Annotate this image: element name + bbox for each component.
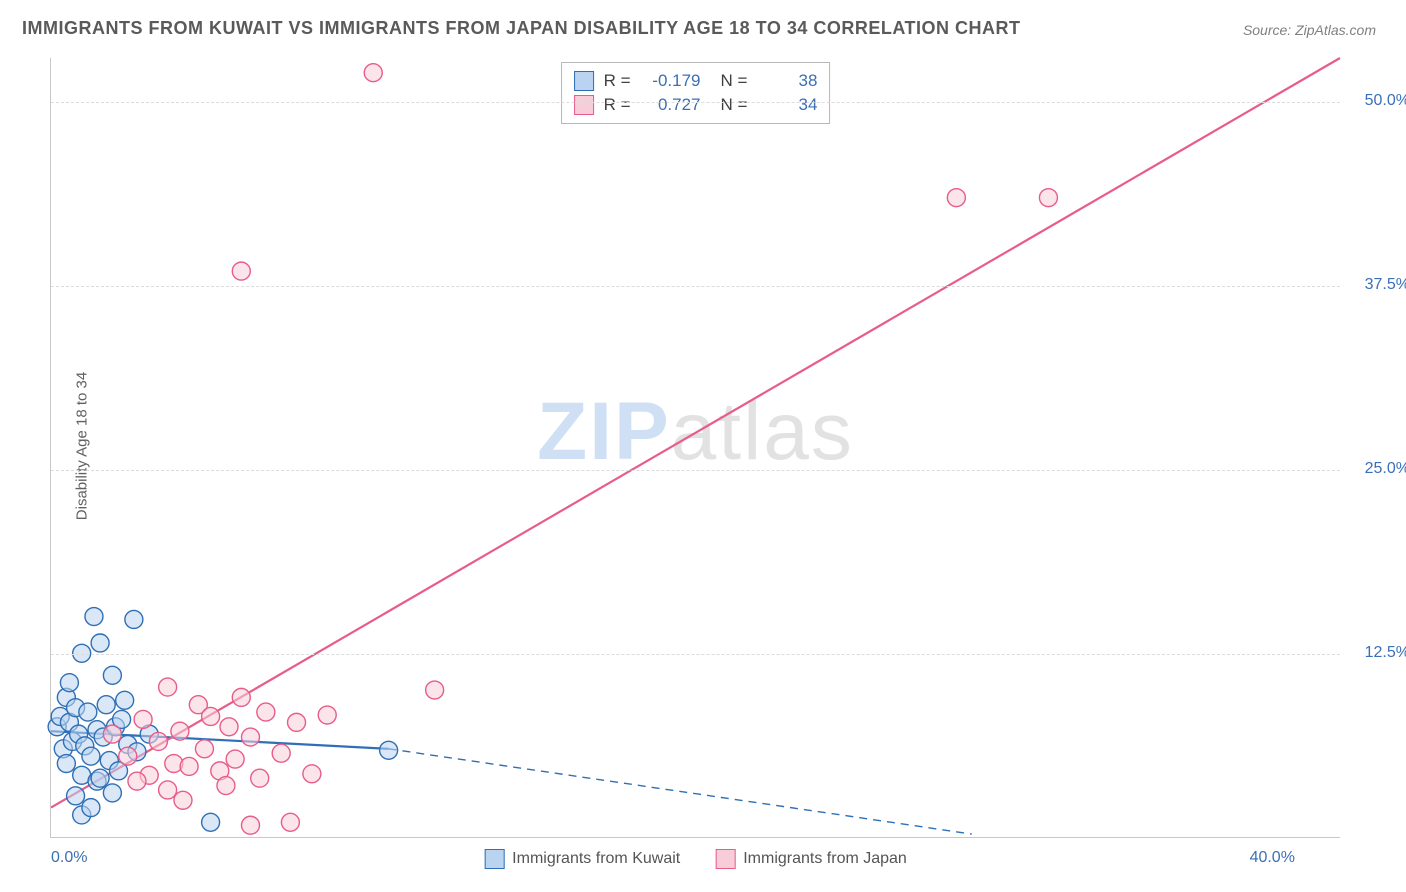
chart-plot-area: ZIPatlas R =-0.179N =38R =0.727N =34 Imm… (50, 58, 1340, 838)
legend-swatch (574, 71, 594, 91)
gridline (51, 286, 1340, 287)
gridline (51, 654, 1340, 655)
gridline (51, 102, 1340, 103)
legend-r-label: R = (604, 71, 631, 91)
legend-series-item: Immigrants from Japan (715, 849, 907, 869)
x-tick-label: 40.0% (1250, 849, 1295, 867)
correlation-legend: R = -0.179 N = 38 R = 0.727 N = 34 (561, 62, 831, 124)
gridline (51, 470, 1340, 471)
y-tick-label: 12.5% (1365, 644, 1406, 662)
legend-swatch (574, 95, 594, 115)
legend-r-value: -0.179 (641, 71, 701, 91)
legend-n-label: N = (721, 95, 748, 115)
x-tick-label: 0.0% (51, 849, 87, 867)
page-title: IMMIGRANTS FROM KUWAIT VS IMMIGRANTS FRO… (22, 18, 1021, 39)
legend-series-item: Immigrants from Kuwait (484, 849, 680, 869)
legend-series-label: Immigrants from Japan (743, 850, 907, 868)
legend-n-label: N = (721, 71, 748, 91)
chart-svg (51, 58, 1340, 837)
y-tick-label: 37.5% (1365, 276, 1406, 294)
legend-r-label: R = (604, 95, 631, 115)
legend-stat-row: R = -0.179 N = 38 (574, 69, 818, 93)
y-tick-label: 25.0% (1365, 460, 1406, 478)
source-attribution: Source: ZipAtlas.com (1243, 22, 1376, 38)
legend-r-value: 0.727 (641, 95, 701, 115)
legend-series-label: Immigrants from Kuwait (512, 850, 680, 868)
legend-n-value: 34 (757, 95, 817, 115)
series-legend: Immigrants from Kuwait Immigrants from Ja… (484, 849, 907, 869)
y-tick-label: 50.0% (1365, 92, 1406, 110)
legend-stat-row: R = 0.727 N = 34 (574, 93, 818, 117)
legend-swatch (484, 849, 504, 869)
legend-swatch (715, 849, 735, 869)
legend-n-value: 38 (757, 71, 817, 91)
